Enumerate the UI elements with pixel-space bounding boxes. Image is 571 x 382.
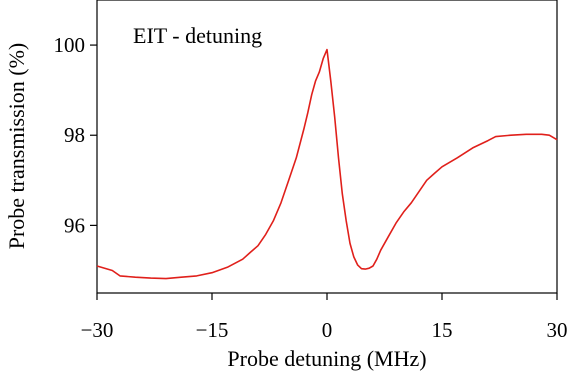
x-tick-label: −15 xyxy=(196,318,229,342)
chart-annotation: EIT - detuning xyxy=(133,23,262,48)
x-tick-label: 30 xyxy=(547,318,568,342)
y-tick-label: 96 xyxy=(64,213,85,237)
x-axis-ticks: −30 −15 0 15 30 xyxy=(81,293,568,342)
x-tick-label: 0 xyxy=(322,318,333,342)
x-axis-title: Probe detuning (MHz) xyxy=(227,346,426,371)
y-axis-ticks: 96 98 100 xyxy=(54,33,97,237)
transmission-series-line xyxy=(96,48,558,280)
y-tick-label: 100 xyxy=(54,33,86,57)
x-tick-label: 15 xyxy=(432,318,453,342)
y-tick-label: 98 xyxy=(64,123,85,147)
x-tick-label: −30 xyxy=(81,318,114,342)
y-axis-title: Probe transmission (%) xyxy=(4,43,29,250)
